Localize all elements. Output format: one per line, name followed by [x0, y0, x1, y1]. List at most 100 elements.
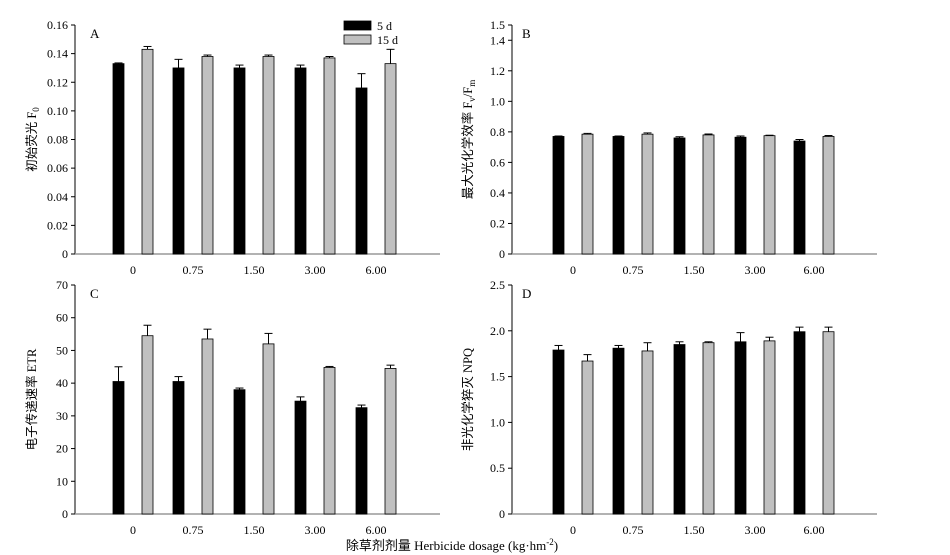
- y-axis-label: 非光化学猝灭 NPQ: [460, 348, 475, 451]
- y-tick-label: 30: [56, 409, 68, 423]
- y-tick-label: 0.08: [47, 133, 68, 147]
- bar-5d: [112, 381, 125, 515]
- y-tick-label: 0.6: [490, 155, 505, 169]
- y-tick-label: 1.4: [490, 33, 505, 47]
- x-tick-label: 6.00: [366, 263, 387, 277]
- y-tick-label: 0.2: [490, 216, 505, 230]
- y-tick-label: 0.12: [47, 75, 68, 89]
- bar-5d: [172, 67, 185, 255]
- y-tick-label: 0.14: [47, 47, 68, 61]
- panel-letter-a: A: [90, 26, 100, 41]
- bar-5d: [294, 67, 307, 255]
- x-tick-label: 0.75: [623, 523, 644, 537]
- x-tick-label: 1.50: [244, 523, 265, 537]
- y-axis-label-sub: v: [467, 97, 477, 102]
- bar-15d: [702, 134, 715, 255]
- panel-c: C 0 10 20 30 40 50 60 70 0 0.75 1.50 3.00 6.00 电子传递速率 …: [24, 278, 440, 537]
- x-tick-label: 3.00: [745, 263, 766, 277]
- legend-label-5d: 5 d: [377, 19, 392, 33]
- y-tick-label: 2.5: [490, 278, 505, 292]
- legend: 5 d 15 d: [343, 19, 398, 47]
- y-tick-label: 1.2: [490, 64, 505, 78]
- x-tick-label: 1.50: [684, 523, 705, 537]
- bar-5d: [233, 67, 246, 255]
- y-tick-label: 0.8: [490, 125, 505, 139]
- x-tick-label: 0.75: [623, 263, 644, 277]
- x-tick-label: 3.00: [745, 523, 766, 537]
- bar-15d: [141, 48, 154, 255]
- bar-15d: [384, 63, 397, 255]
- x-tick-label: 3.00: [305, 263, 326, 277]
- x-tick-label: 0: [130, 523, 136, 537]
- x-axis-caption: 除草剂剂量 Herbicide dosage (kg·hm-2): [346, 537, 558, 553]
- x-axis-caption-sup: -2: [546, 537, 554, 547]
- legend-swatch-5d: [343, 20, 372, 31]
- y-tick-label: 0: [499, 247, 505, 261]
- y-axis-label: 电子传递速率 ETR: [24, 348, 39, 450]
- y-tick-label: 0.06: [47, 161, 68, 175]
- legend-label-15d: 15 d: [377, 33, 398, 47]
- y-tick-label: 0.02: [47, 218, 68, 232]
- bar-5d: [673, 344, 686, 515]
- y-tick-label: 10: [56, 474, 68, 488]
- bar-15d: [641, 133, 654, 255]
- bar-5d: [233, 389, 246, 515]
- x-axis-caption-end: ): [554, 538, 558, 553]
- x-tick-label: 1.50: [684, 263, 705, 277]
- panel-letter-c: C: [90, 286, 99, 301]
- x-tick-label: 0.75: [183, 263, 204, 277]
- panel-a: A 0 0.02 0.04 0.06 0.08 0.10 0.12 0.14 0.16 0 0.75 1…: [25, 18, 440, 277]
- y-tick-label: 20: [56, 442, 68, 456]
- y-tick-label: 1.5: [490, 370, 505, 384]
- bar-15d: [763, 135, 776, 255]
- bar-5d: [172, 381, 185, 515]
- bar-5d: [612, 347, 625, 515]
- bar-15d: [581, 133, 594, 255]
- panel-d: D 0 0.5 1.0 1.5 2.0 2.5 0 0.75 1.50 3.00 6.00 非光化学猝灭…: [460, 278, 877, 537]
- bar-5d: [355, 407, 368, 515]
- bar-15d: [262, 343, 275, 515]
- y-tick-label: 1.0: [490, 415, 505, 429]
- y-tick-label: 2.0: [490, 324, 505, 338]
- y-axis-label-main: 电子传递速率 ETR: [24, 348, 39, 450]
- y-tick-label: 0: [62, 247, 68, 261]
- x-tick-label: 0: [130, 263, 136, 277]
- bar-15d: [641, 350, 654, 515]
- x-tick-label: 0: [570, 523, 576, 537]
- y-axis-label-main: 最大光化学效率 F: [460, 102, 475, 200]
- y-tick-label: 0.16: [47, 18, 68, 32]
- y-tick-label: 60: [56, 311, 68, 325]
- panel-b: B00.20.40.60.81.01.21.41.50 0.75 1.50 3.00 6…: [460, 18, 877, 277]
- x-tick-label: 1.50: [244, 263, 265, 277]
- bar-15d: [384, 368, 397, 515]
- y-tick-label: 0.5: [490, 461, 505, 475]
- y-tick-label: 0.10: [47, 104, 68, 118]
- y-tick-label: 40: [56, 376, 68, 390]
- bar-15d: [201, 56, 214, 255]
- bar-5d: [734, 341, 747, 515]
- x-tick-label: 0: [570, 263, 576, 277]
- panels: A 0 0.02 0.04 0.06 0.08 0.10 0.12 0.14 0.16 0 0.75 1…: [24, 18, 877, 537]
- x-tick-label: 3.00: [305, 523, 326, 537]
- x-tick-label: 0.75: [183, 523, 204, 537]
- bar-5d: [734, 136, 747, 255]
- x-tick-label: 6.00: [804, 523, 825, 537]
- y-tick-label: 70: [56, 278, 68, 292]
- legend-swatch-15d: [343, 34, 372, 45]
- bar-5d: [552, 349, 565, 515]
- panel-letter-d: D: [522, 286, 531, 301]
- y-tick-label: 1.0: [490, 94, 505, 108]
- y-axis-label-main: 非光化学猝灭 NPQ: [460, 348, 475, 451]
- bar-15d: [822, 136, 835, 255]
- y-tick-label: 0.04: [47, 190, 68, 204]
- y-tick-label: 50: [56, 343, 68, 357]
- y-axis-label-mid: /F: [461, 87, 475, 97]
- bar-5d: [612, 136, 625, 255]
- bar-15d: [141, 335, 154, 515]
- bar-5d: [793, 331, 806, 515]
- bar-5d: [355, 87, 368, 255]
- x-tick-label: 6.00: [804, 263, 825, 277]
- bar-15d: [702, 342, 715, 515]
- x-axis-caption-main: 除草剂剂量 Herbicide dosage (kg·hm: [346, 538, 546, 553]
- y-axis-label: 初始荧光 F0: [25, 107, 41, 172]
